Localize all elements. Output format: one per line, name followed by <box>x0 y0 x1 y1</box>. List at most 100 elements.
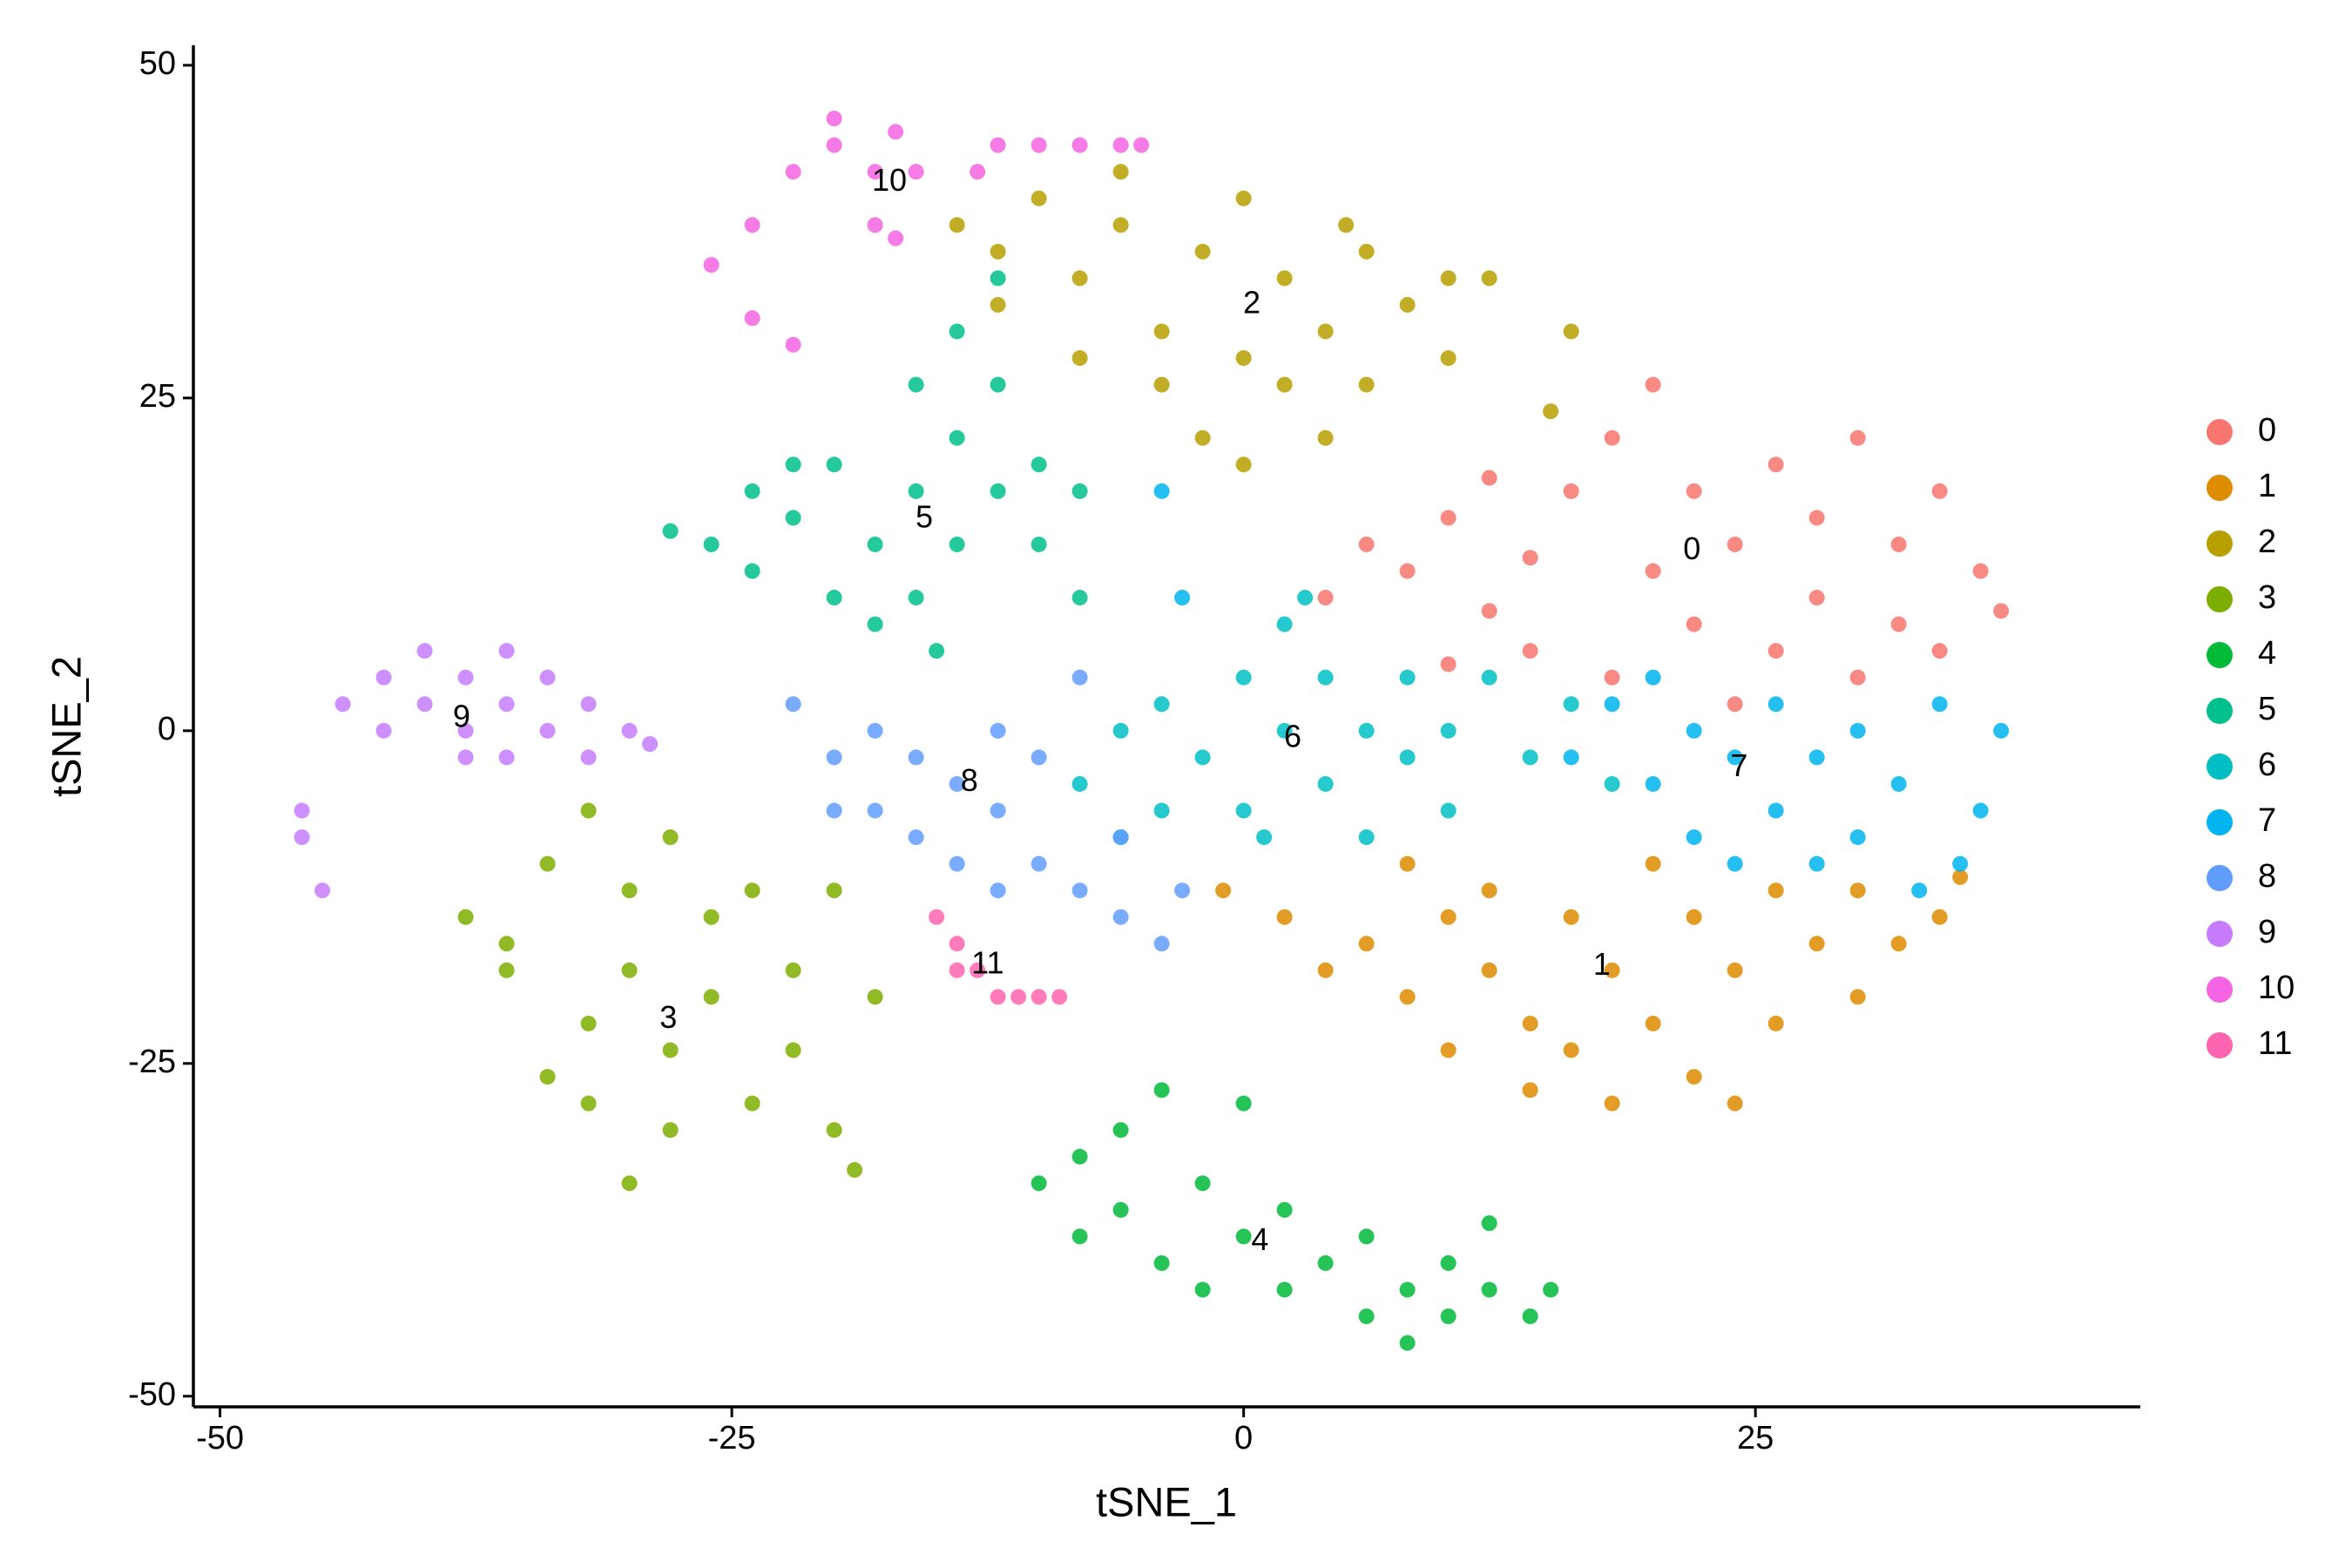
point <box>949 323 965 340</box>
point <box>1235 1228 1252 1245</box>
point <box>621 962 638 978</box>
point <box>1440 909 1456 925</box>
point <box>1481 470 1497 486</box>
legend-swatch <box>2207 865 2233 891</box>
y-axis-title: tSNE_2 <box>43 656 89 797</box>
point <box>457 749 474 766</box>
point <box>1071 270 1088 287</box>
point <box>1481 962 1497 978</box>
point <box>1194 429 1211 446</box>
point <box>1276 616 1293 632</box>
legend-swatch <box>2207 977 2233 1003</box>
point <box>970 164 986 180</box>
point <box>642 736 659 753</box>
point <box>1194 1281 1211 1298</box>
point <box>1808 510 1825 526</box>
point <box>908 483 924 499</box>
point <box>1563 323 1579 340</box>
point <box>1071 590 1088 606</box>
point <box>1112 217 1129 233</box>
point <box>990 376 1006 393</box>
point <box>1563 749 1579 766</box>
point <box>1235 350 1252 367</box>
point <box>1522 1082 1538 1098</box>
point <box>1645 563 1661 579</box>
point <box>580 749 597 766</box>
x-tick-label: 0 <box>1234 1420 1253 1456</box>
point <box>1358 936 1375 952</box>
point <box>1604 696 1620 713</box>
point <box>1112 164 1129 180</box>
point <box>1727 1095 1743 1112</box>
point <box>1317 775 1334 792</box>
point <box>1727 696 1743 713</box>
point <box>1031 855 1047 872</box>
point <box>1153 483 1170 499</box>
point <box>457 909 474 925</box>
point <box>785 1042 801 1058</box>
point <box>1071 350 1088 367</box>
point <box>744 217 760 233</box>
point <box>1112 909 1129 925</box>
point <box>1440 1308 1456 1325</box>
point <box>1563 483 1579 499</box>
point <box>826 882 842 899</box>
cluster-label: 7 <box>1730 747 1747 783</box>
point <box>1727 749 1743 766</box>
point <box>1031 137 1047 153</box>
point <box>1686 829 1702 846</box>
point <box>1767 882 1784 899</box>
point <box>1133 137 1150 153</box>
legend-swatch <box>2207 921 2233 947</box>
point <box>498 643 515 659</box>
point <box>785 164 801 180</box>
point <box>294 802 310 819</box>
point <box>1399 855 1416 872</box>
point <box>1276 1201 1293 1218</box>
point <box>990 270 1006 287</box>
point <box>826 1122 842 1139</box>
point <box>908 164 924 180</box>
legend-swatch <box>2207 1032 2233 1058</box>
legend-label: 1 <box>2258 468 2276 504</box>
point <box>908 590 924 606</box>
point <box>662 1122 679 1139</box>
point <box>498 696 515 713</box>
point <box>1031 456 1047 473</box>
point <box>949 429 965 446</box>
point <box>1235 802 1252 819</box>
y-tick-label: 25 <box>139 378 176 415</box>
legend-label: 6 <box>2258 747 2276 783</box>
point <box>867 989 883 1005</box>
point <box>990 137 1006 153</box>
point <box>1481 1281 1497 1298</box>
point <box>1890 936 1907 952</box>
point <box>1604 429 1620 446</box>
point <box>1440 1042 1456 1058</box>
point <box>908 829 924 846</box>
point <box>1440 656 1456 672</box>
legend-swatch <box>2207 698 2233 724</box>
point <box>498 936 515 952</box>
point <box>1358 829 1375 846</box>
point <box>580 1095 597 1112</box>
point <box>990 802 1006 819</box>
point <box>621 722 638 739</box>
point <box>1276 1281 1293 1298</box>
point <box>1358 243 1375 260</box>
point <box>335 696 351 713</box>
point <box>457 722 474 739</box>
point <box>1604 962 1620 978</box>
point <box>1276 270 1293 287</box>
point <box>1317 323 1334 340</box>
point <box>539 1069 556 1085</box>
point <box>1153 696 1170 713</box>
point <box>785 510 801 526</box>
point <box>498 962 515 978</box>
point <box>1358 536 1375 552</box>
point <box>498 749 515 766</box>
legend-swatch <box>2207 531 2233 557</box>
point <box>1767 696 1784 713</box>
point <box>703 989 720 1005</box>
point <box>1849 669 1866 686</box>
